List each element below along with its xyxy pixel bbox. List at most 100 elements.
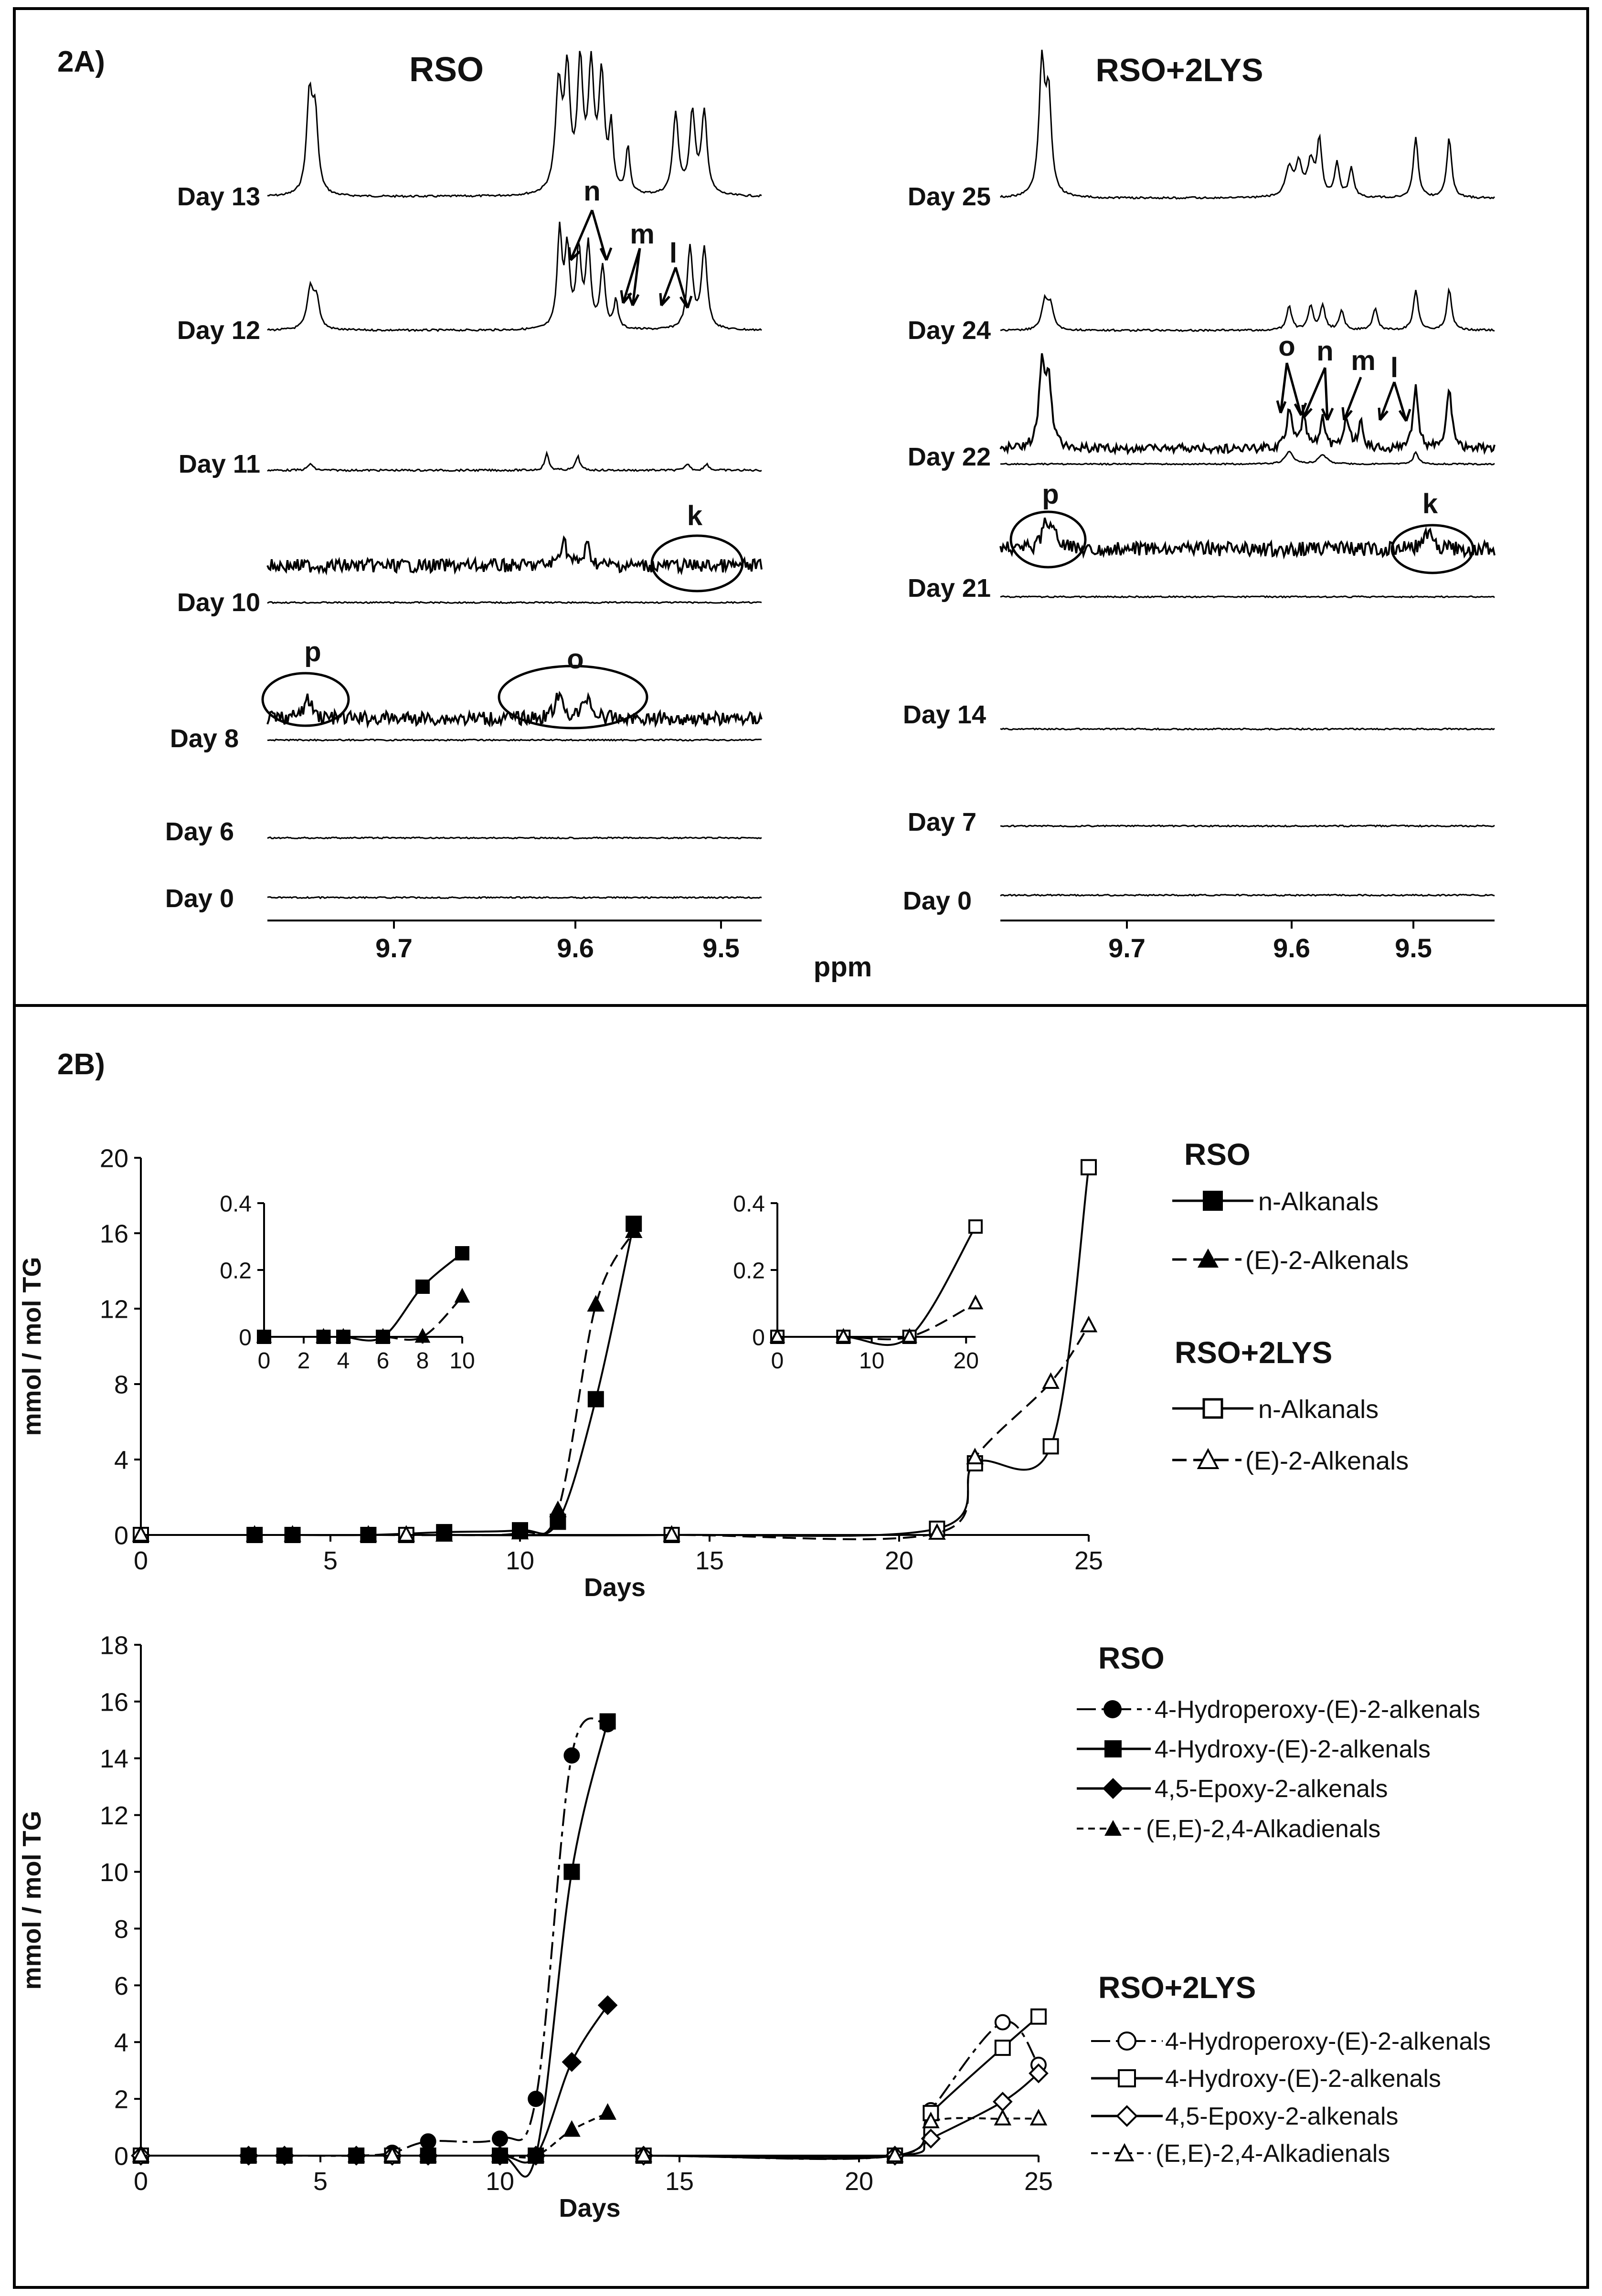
annotations-left	[261, 210, 744, 730]
data-point-triangle	[316, 1328, 331, 1343]
x-tick-label: 0	[134, 1546, 148, 1575]
day-label: Day 7	[908, 808, 976, 836]
data-point-triangle	[335, 1328, 351, 1343]
legend-item: (E,E)-2,4-Alkadienals	[1156, 2140, 1390, 2168]
data-point-triangle	[419, 2146, 437, 2162]
day-label: Day 0	[903, 887, 972, 915]
y-axis-title: mmol / mol TG	[18, 1257, 46, 1436]
annotation-o: o	[1278, 331, 1295, 362]
nmr-spectrum-trace	[1000, 893, 1495, 897]
series-line	[777, 1302, 976, 1341]
legend-chart2: RSO 4-Hydroperoxy-(E)-2-alkenals 4-Hydro…	[1077, 1641, 1491, 2168]
x-tick-label: 4	[337, 1348, 350, 1374]
data-point-diamond	[1029, 2063, 1049, 2084]
day-label: Day 22	[908, 443, 991, 471]
series-line	[264, 1252, 463, 1342]
annotation-o: o	[567, 644, 584, 675]
legend-marker-circle-open	[1117, 2031, 1136, 2051]
nmr-spectrum-trace	[1000, 451, 1495, 466]
legend-item: 4-Hydroxy-(E)-2-alkenals	[1155, 1735, 1431, 1763]
data-point-triangle	[397, 1525, 415, 1542]
series-line	[140, 1721, 609, 2178]
day-label: Day 21	[908, 574, 991, 603]
x-tick-label: 5	[313, 2167, 328, 2196]
x-tick-label: 2	[297, 1348, 310, 1374]
ppm-axis-left: 9.7 9.6 9.5	[267, 920, 762, 963]
ppm-tick: 9.5	[702, 933, 740, 963]
legend-item: 4-Hydroperoxy-(E)-2-alkenals	[1165, 2028, 1491, 2055]
x-tick-label: 10	[506, 1546, 534, 1575]
nmr-spectrum-trace	[999, 517, 1496, 560]
legend-marker-triangle-open	[1197, 1448, 1220, 1469]
nmr-spectrum-trace	[267, 738, 762, 742]
x-tick-label: 20	[885, 1546, 913, 1575]
series-line	[140, 2117, 1039, 2159]
ppm-tick: 9.7	[375, 933, 413, 963]
data-point-square	[968, 1219, 983, 1234]
data-point-circle	[563, 1747, 580, 1764]
data-point-triangle	[132, 1525, 150, 1542]
legend-chart1: RSO n-Alkanals (E)-2-Alkenals RSO+2LYS n…	[1172, 1137, 1409, 1475]
data-point-triangle	[663, 1525, 680, 1542]
y-tick-label: 20	[100, 1144, 128, 1173]
annotation-n: n	[584, 176, 600, 207]
legend-group-title: RSO+2LYS	[1098, 1970, 1256, 2005]
x-tick-label: 8	[416, 1348, 429, 1374]
y-tick-label: 8	[114, 1370, 128, 1399]
data-point-triangle	[491, 2146, 509, 2162]
legend-marker-square-filled	[1203, 1191, 1223, 1211]
y-axis-title: mmol / mol TG	[18, 1810, 46, 1989]
legend-marker-square-open	[1118, 2069, 1136, 2087]
nmr-spectrum-trace	[267, 222, 763, 332]
x-tick-label: 15	[665, 2167, 694, 2196]
ppm-axis-label: ppm	[814, 952, 872, 983]
day-label: Day 8	[170, 724, 239, 753]
y-tick-label: 16	[100, 1688, 128, 1716]
data-point-square	[1081, 1159, 1097, 1175]
day-label: Day 0	[165, 884, 234, 913]
data-point-triangle	[928, 1523, 946, 1540]
data-point-triangle	[922, 2111, 940, 2128]
x-tick-label: 25	[1074, 1546, 1103, 1575]
data-point-triangle	[966, 1448, 984, 1465]
legend-item: 4-Hydroxy-(E)-2-alkenals	[1165, 2065, 1441, 2093]
legend-marker-diamond-filled	[1103, 1778, 1124, 1799]
annotation-m: m	[1351, 345, 1376, 376]
legend-marker-triangle-filled	[1104, 1820, 1122, 1836]
x-axis-title: Days	[559, 2194, 620, 2222]
panel-a-left-title: RSO	[409, 51, 484, 89]
data-point-square	[415, 1280, 430, 1294]
ppm-tick: 9.5	[1395, 933, 1432, 963]
nmr-spectrum-trace	[1000, 595, 1495, 599]
panel-b-label: 2B)	[57, 1048, 105, 1081]
y-tick-label: 0.4	[220, 1191, 252, 1217]
nmr-spectrum-trace	[267, 836, 762, 840]
series-line	[140, 2016, 1040, 2160]
figure-frame	[13, 7, 1589, 2289]
ppm-tick: 9.7	[1108, 933, 1146, 963]
nmr-spectrum-trace	[267, 896, 762, 899]
day-label: Day 13	[177, 182, 260, 211]
annotation-p: p	[304, 636, 321, 667]
y-tick-label: 0	[239, 1325, 252, 1350]
inset-rso: 00.20.40 2 4 6 8 10	[220, 1191, 475, 1374]
data-point-triangle	[454, 1288, 470, 1303]
series-line	[140, 2073, 1040, 2158]
data-point-triangle	[414, 1328, 431, 1343]
nmr-spectrum-trace	[267, 601, 762, 604]
spectra-rso2lys	[999, 50, 1496, 897]
annotation-k: k	[687, 500, 703, 531]
nmr-spectrum-trace	[267, 450, 762, 472]
data-point-square	[599, 1713, 616, 1730]
legend-marker-circle-filled	[1103, 1700, 1122, 1718]
data-point-triangle	[383, 2146, 401, 2162]
y-tick-label: 4	[114, 2029, 128, 2057]
x-tick-label: 5	[323, 1546, 338, 1575]
spectra-rso	[266, 51, 763, 899]
data-point-diamond	[992, 2092, 1013, 2112]
data-point-triangle	[1042, 1372, 1060, 1389]
y-tick-label: 4	[114, 1446, 128, 1474]
data-point-triangle	[549, 1500, 567, 1517]
annotation-p: p	[1042, 479, 1059, 510]
x-tick-label: 10	[486, 2167, 514, 2196]
